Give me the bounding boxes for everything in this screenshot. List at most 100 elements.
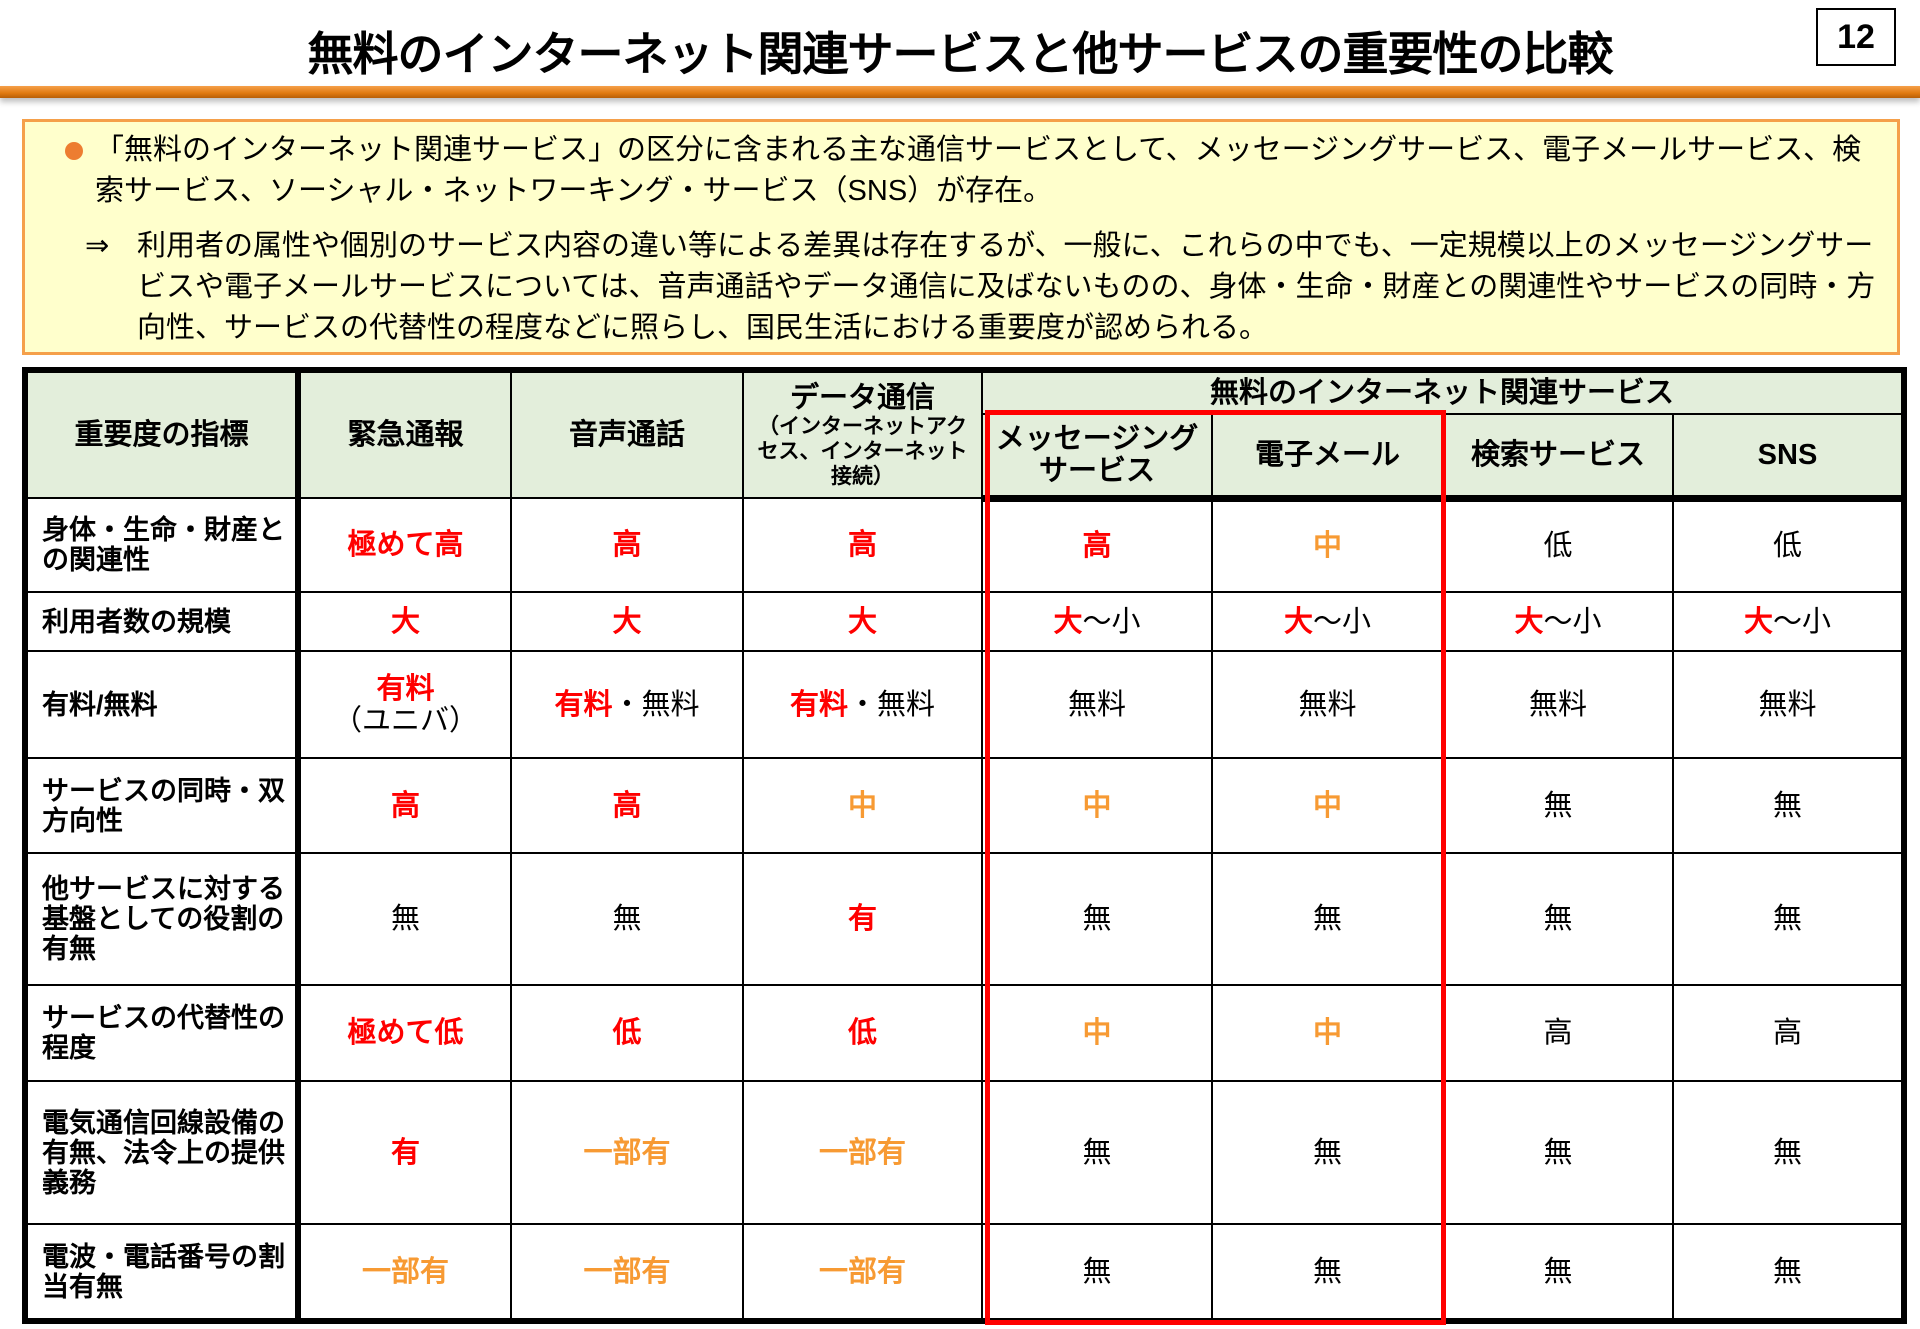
cell-value: 無 — [1312, 1255, 1342, 1288]
header-voice: 音声通話 — [510, 369, 744, 499]
cell-value: 無 — [1082, 903, 1112, 935]
cell-emergency: 有料 （ユニバ） — [297, 650, 512, 759]
cell-email: 無料 — [1211, 650, 1444, 759]
cell-value: 高 — [612, 529, 642, 561]
cell-value: 無 — [1082, 1136, 1112, 1169]
header-sns: SNS — [1672, 413, 1905, 502]
cell-value: 無料 — [1758, 688, 1817, 721]
cell-search: 大～小 — [1442, 591, 1674, 652]
cell-value: 低 — [1543, 530, 1573, 563]
cell-value: 無 — [1312, 1136, 1342, 1169]
row-label: 身体・生命・財産との関連性 — [24, 497, 301, 593]
row-label: 他サービスに対する基盤としての役割の有無 — [24, 852, 301, 986]
header-search: 検索サービス — [1442, 413, 1674, 502]
cell-email: 無 — [1211, 852, 1444, 986]
implies-arrow-icon: ⇒ — [85, 230, 110, 262]
cell-value: 無 — [1772, 1255, 1802, 1288]
cell-value: ～小 — [1773, 605, 1832, 638]
cell-value: 極めて高 — [347, 529, 464, 561]
title-underline-bar — [0, 86, 1920, 98]
row-label: サービスの同時・双方向性 — [24, 757, 301, 854]
cell-messaging: 高 — [981, 497, 1213, 593]
cell-data: 低 — [742, 984, 983, 1082]
cell-data: 高 — [742, 497, 983, 593]
cell-email: 無 — [1211, 1223, 1444, 1322]
cell-value: 無料 — [1298, 688, 1357, 721]
cell-value: 一部有 — [818, 1255, 906, 1288]
cell-data: 一部有 — [742, 1223, 983, 1322]
cell-search: 無 — [1442, 1223, 1674, 1322]
cell-messaging: 中 — [981, 757, 1213, 854]
cell-value: 低 — [612, 1017, 642, 1049]
table-row: サービスの代替性の程度 極めて低 低 低 中 中 高 高 — [24, 984, 1905, 1082]
cell-value: （ユニバ） — [332, 704, 478, 737]
cell-value: 中 — [847, 789, 877, 822]
row-label: サービスの代替性の程度 — [24, 984, 301, 1082]
cell-sns: 無 — [1672, 852, 1905, 986]
cell-value: 無 — [1543, 789, 1573, 822]
cell-value: 中 — [1312, 1017, 1342, 1049]
cell-value: 無 — [612, 903, 642, 935]
cell-data: 有料・無料 — [742, 650, 983, 759]
cell-data: 大 — [742, 591, 983, 652]
cell-search: 高 — [1442, 984, 1674, 1082]
cell-messaging: 無料 — [981, 650, 1213, 759]
summary-bullet-item: 「無料のインターネット関連サービス」の区分に含まれる主な通信サービスとして、メッ… — [51, 130, 1877, 212]
header-data: データ通信 （インターネットアクセス、インターネット接続） — [742, 369, 983, 499]
table-row: 身体・生命・財産との関連性 極めて高 高 高 高 中 低 低 — [24, 497, 1905, 593]
table-row: サービスの同時・双方向性 高 高 中 中 中 無 無 — [24, 757, 1905, 854]
cell-messaging: 無 — [981, 1223, 1213, 1322]
cell-value: ～小 — [1543, 605, 1602, 638]
cell-value: 一部有 — [361, 1255, 449, 1288]
bullet-dot-icon — [65, 142, 83, 160]
cell-email: 中 — [1211, 497, 1444, 593]
cell-emergency: 無 — [297, 852, 512, 986]
cell-messaging: 無 — [981, 1080, 1213, 1225]
cell-value: 無 — [390, 903, 420, 935]
cell-voice: 無 — [510, 852, 744, 986]
cell-value: ～小 — [1082, 605, 1141, 638]
cell-messaging: 中 — [981, 984, 1213, 1082]
cell-sns: 無 — [1672, 757, 1905, 854]
cell-email: 大～小 — [1211, 591, 1444, 652]
cell-value: 中 — [1312, 530, 1342, 563]
cell-sns: 大～小 — [1672, 591, 1905, 652]
cell-value: 無 — [1312, 903, 1342, 935]
cell-sns: 無料 — [1672, 650, 1905, 759]
cell-data: 一部有 — [742, 1080, 983, 1225]
table-body: 身体・生命・財産との関連性 極めて高高高高中低低利用者数の規模大大大大～小 大～小大… — [24, 497, 1905, 1322]
cell-emergency: 極めて高 — [297, 497, 512, 593]
cell-value: 中 — [1082, 789, 1112, 822]
cell-sns: 無 — [1672, 1223, 1905, 1322]
cell-voice: 一部有 — [510, 1080, 744, 1225]
cell-data: 中 — [742, 757, 983, 854]
table-row: 利用者数の規模大大大大～小 大～小 大～小 大～小 — [24, 591, 1905, 652]
table-row: 有料/無料 有料 （ユニバ） 有料・無料 有料・無料 無料 無料 無料 無料 — [24, 650, 1905, 759]
cell-value: 高 — [1772, 1017, 1802, 1049]
header-indicator: 重要度の指標 — [24, 369, 301, 499]
cell-value: 高 — [1082, 530, 1112, 563]
cell-search: 無料 — [1442, 650, 1674, 759]
cell-emergency: 極めて低 — [297, 984, 512, 1082]
row-label: 有料/無料 — [24, 650, 301, 759]
cell-search: 低 — [1442, 497, 1674, 593]
cell-voice: 大 — [510, 591, 744, 652]
cell-email: 中 — [1211, 984, 1444, 1082]
cell-value: 大 — [612, 605, 642, 638]
cell-value: 中 — [1312, 789, 1342, 822]
row-label: 電気通信回線設備の有無、法令上の提供義務 — [24, 1080, 301, 1225]
cell-email: 中 — [1211, 757, 1444, 854]
header-free-internet-group: 無料のインターネット関連サービス — [981, 369, 1905, 415]
cell-value: 有 — [390, 1136, 420, 1169]
cell-voice: 一部有 — [510, 1223, 744, 1322]
cell-value: 高 — [847, 529, 877, 561]
cell-emergency: 一部有 — [297, 1223, 512, 1322]
cell-emergency: 有 — [297, 1080, 512, 1225]
cell-value: 無 — [1543, 903, 1573, 935]
cell-value: ・無料 — [612, 688, 700, 721]
cell-sns: 低 — [1672, 497, 1905, 593]
row-label: 利用者数の規模 — [24, 591, 301, 652]
table-row: 電波・電話番号の割当有無 一部有 一部有 一部有 無 無 無 無 — [24, 1223, 1905, 1322]
cell-emergency: 大 — [297, 591, 512, 652]
cell-value: 無料 — [1067, 688, 1126, 721]
